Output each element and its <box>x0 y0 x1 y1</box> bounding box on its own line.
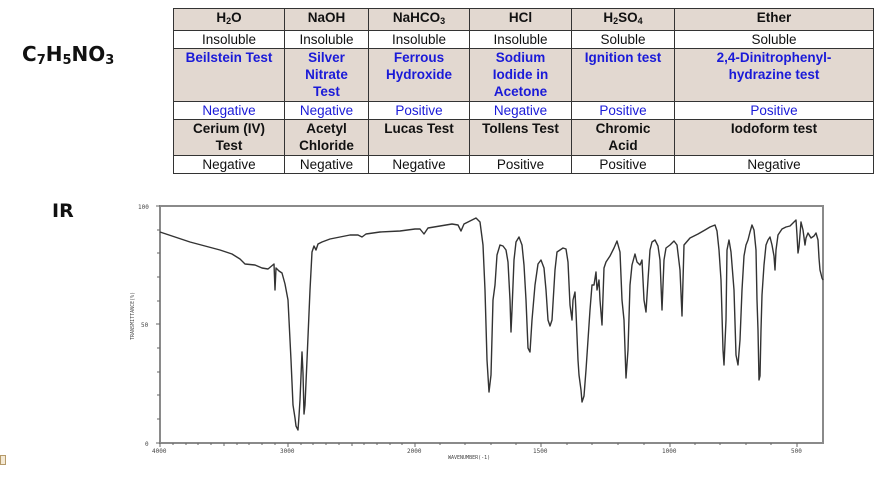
table-cell: Insoluble <box>469 30 572 49</box>
table-cell: Negative <box>674 155 874 174</box>
header-naoh: NaOH <box>284 8 369 31</box>
ir-section-label: IR <box>52 200 74 222</box>
y-axis-ticks <box>156 205 160 444</box>
y-tick-label-50: 50 <box>141 322 149 329</box>
formula-h-count: 5 <box>62 53 72 68</box>
formula-o-count: 3 <box>105 53 115 68</box>
table-cell: Soluble <box>571 30 675 49</box>
table-cell: Beilstein Test <box>173 48 285 102</box>
formula-c-count: 7 <box>36 53 46 68</box>
table-cell: Negative <box>173 155 285 174</box>
x-tick-label-2000: 2000 <box>407 448 422 455</box>
table-cell: Soluble <box>674 30 874 49</box>
table-cell: Insoluble <box>368 30 470 49</box>
solubility-row: Insoluble Insoluble Insoluble Insoluble … <box>173 30 874 49</box>
ir-spectrum-trace <box>159 217 824 431</box>
tests-row-1: Beilstein Test Silver Nitrate Test Ferro… <box>173 48 874 102</box>
header-nahco3: NaHCO3 <box>368 8 470 31</box>
formula-no: NO <box>71 42 106 66</box>
table-cell: Insoluble <box>173 30 285 49</box>
table-cell: 2,4-Dinitrophenyl-hydrazine test <box>674 48 874 102</box>
table-cell: Silver Nitrate Test <box>284 48 369 102</box>
tests-row-2: Cerium (IV) Test Acetyl Chloride Lucas T… <box>173 119 874 156</box>
table-cell: Iodoform test <box>674 119 874 156</box>
y-tick-label-0: 0 <box>145 441 149 448</box>
table-cell: Insoluble <box>284 30 369 49</box>
x-axis-title: WAVENUMBER(-1) <box>448 455 490 461</box>
formula-c: C <box>22 42 37 66</box>
table-cell: Chromic Acid <box>571 119 675 156</box>
chemical-tests-table: H2O NaOH NaHCO3 HCl H2SO4 Ether Insolubl… <box>173 8 874 174</box>
table-cell: Positive <box>368 101 470 120</box>
x-tick-label-1000: 1000 <box>662 448 677 455</box>
results-row-2: Negative Negative Negative Positive Posi… <box>173 155 874 174</box>
x-axis-ticks <box>159 443 798 447</box>
formula-h: H <box>45 42 63 66</box>
table-cell: Positive <box>571 155 675 174</box>
table-cell: Positive <box>674 101 874 120</box>
y-tick-label-100: 100 <box>138 204 149 211</box>
molecular-formula: C7H5NO3 <box>22 42 114 68</box>
solvent-header-row: H2O NaOH NaHCO3 HCl H2SO4 Ether <box>173 8 874 31</box>
table-cell: Negative <box>368 155 470 174</box>
table-cell: Ferrous Hydroxide <box>368 48 470 102</box>
plot-frame <box>159 205 824 444</box>
table-cell: Tollens Test <box>469 119 572 156</box>
table-cell: Cerium (IV) Test <box>173 119 285 156</box>
x-tick-label-1500: 1500 <box>533 448 548 455</box>
table-cell: Sodium Iodide in Acetone <box>469 48 572 102</box>
table-cell: Positive <box>469 155 572 174</box>
x-tick-label-500: 500 <box>791 448 802 455</box>
table-cell: Lucas Test <box>368 119 470 156</box>
x-tick-label-3000: 3000 <box>280 448 295 455</box>
header-ether: Ether <box>674 8 874 31</box>
table-cell: Acetyl Chloride <box>284 119 369 156</box>
table-cell: Negative <box>173 101 285 120</box>
table-cell: Negative <box>284 155 369 174</box>
note-icon[interactable] <box>0 455 6 465</box>
y-axis-title: TRANSMITTANCE(%) <box>130 292 136 340</box>
x-tick-label-4000: 4000 <box>152 448 167 455</box>
